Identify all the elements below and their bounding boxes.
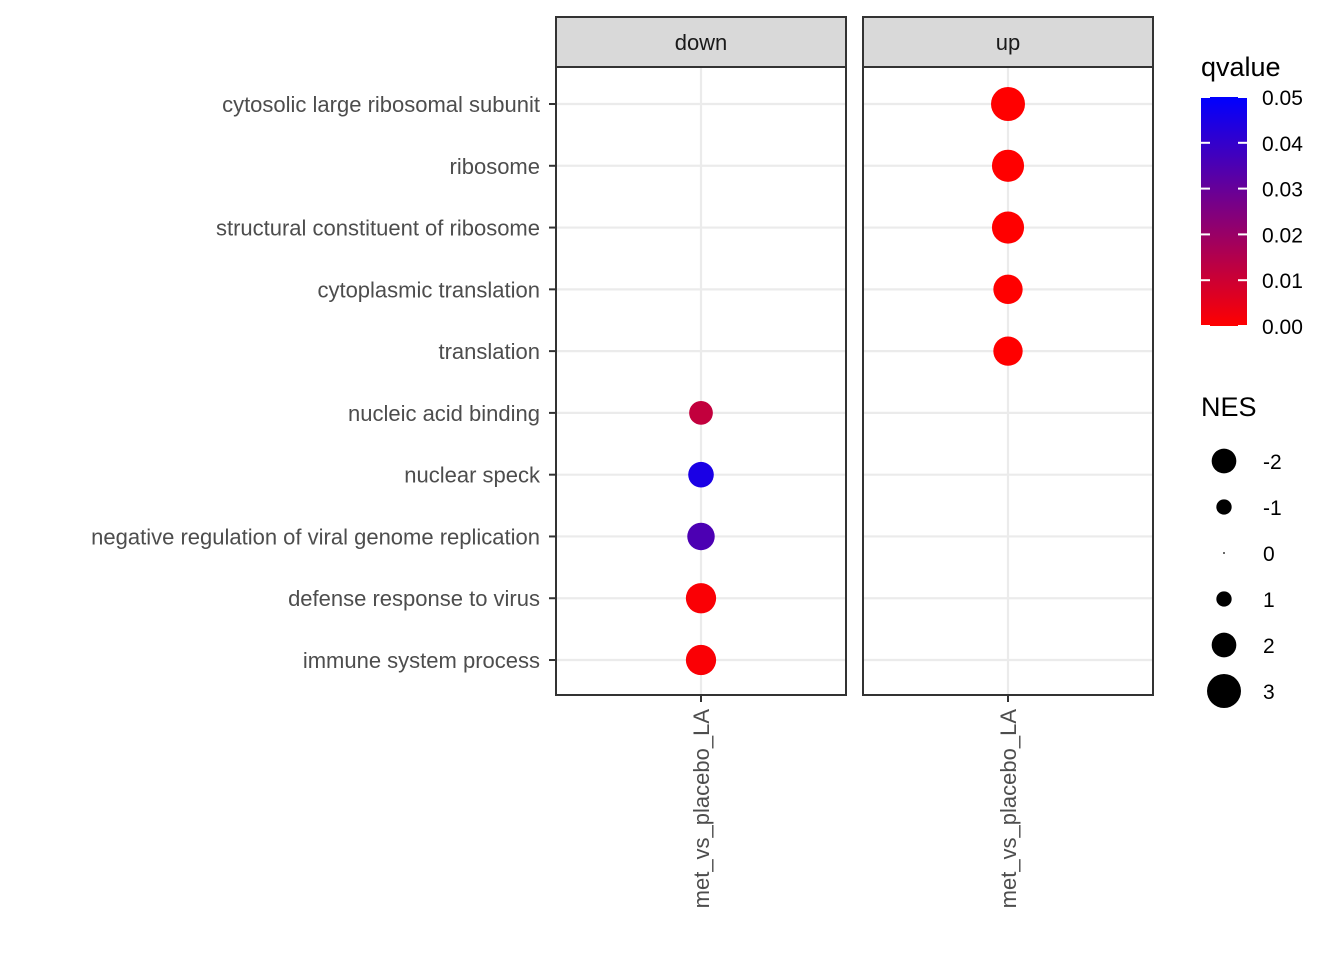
nes-legend-key — [1211, 448, 1237, 474]
nes-legend-label: -1 — [1263, 497, 1282, 520]
qvalue-colorbar — [1201, 97, 1247, 326]
point-up-structural-constituent-of-ribosome — [991, 211, 1025, 244]
nes-legend-key — [1211, 632, 1237, 658]
y-tick-label-cytosolic-large-ribosomal-subunit: cytosolic large ribosomal subunit — [222, 92, 540, 117]
nes-legend-label: 2 — [1263, 635, 1275, 658]
x-tick-label-down: met_vs_placebo_LA — [689, 709, 714, 909]
y-tick-label-translation: translation — [438, 339, 540, 364]
point-up-cytoplasmic-translation — [993, 274, 1023, 305]
nes-legend-label: 1 — [1263, 589, 1275, 612]
y-tick-label-immune-system-process: immune system process — [303, 648, 540, 673]
data-points — [685, 87, 1025, 676]
nes-legend: NES -2 -1 0 1 2 3 — [1201, 392, 1282, 708]
y-tick-label-negative-regulation-of-viral-genome-replication: negative regulation of viral genome repl… — [91, 524, 540, 549]
nes-legend-label: -2 — [1263, 451, 1282, 474]
y-tick-label-nucleic-acid-binding: nucleic acid binding — [348, 401, 540, 426]
x-axis-tick-labels: met_vs_placebo_LA met_vs_placebo_LA — [689, 709, 1021, 909]
nes-legend-label: 3 — [1263, 681, 1275, 704]
point-down-immune-system-process — [685, 644, 717, 676]
facet-strip-down — [555, 16, 847, 68]
nes-legend-key — [1223, 552, 1225, 554]
point-down-negative-regulation-of-viral-genome-replication — [687, 522, 715, 551]
nes-legend-key — [1216, 591, 1232, 607]
nes-legend-title: NES — [1201, 392, 1257, 422]
x-tick-label-up: met_vs_placebo_LA — [996, 709, 1021, 909]
point-up-cytosolic-large-ribosomal-subunit — [991, 87, 1025, 121]
y-tick-label-nuclear-speck: nuclear speck — [404, 463, 541, 488]
qvalue-legend: qvalue 0.05 0.04 0.03 0.02 0.01 0.00 — [1201, 52, 1303, 339]
qvalue-tick-label: 0.03 — [1262, 179, 1303, 202]
y-tick-label-ribosome: ribosome — [450, 154, 540, 179]
qvalue-tick-label: 0.05 — [1262, 87, 1303, 110]
qvalue-tick-label: 0.00 — [1262, 316, 1303, 339]
nes-legend-label: 0 — [1263, 543, 1275, 566]
y-axis-tick-labels: cytosolic large ribosomal subunit ribosom… — [91, 92, 541, 673]
qvalue-tick-label: 0.02 — [1262, 224, 1303, 247]
qvalue-tick-label: 0.04 — [1262, 133, 1303, 156]
y-tick-label-cytoplasmic-translation: cytoplasmic translation — [317, 277, 540, 302]
y-tick-label-defense-response-to-virus: defense response to virus — [288, 586, 540, 611]
facet-panels: down up — [549, 16, 1154, 702]
qvalue-legend-title: qvalue — [1201, 52, 1281, 82]
facet-strip-label-down: down — [675, 30, 728, 55]
facet-strip-label-up: up — [996, 30, 1020, 55]
point-up-ribosome — [991, 149, 1025, 182]
nes-legend-key — [1216, 499, 1232, 515]
nes-legend-key — [1207, 674, 1241, 708]
point-down-nuclear-speck — [688, 461, 714, 488]
point-down-defense-response-to-virus — [685, 583, 717, 614]
point-down-nucleic-acid-binding — [689, 401, 713, 425]
y-tick-label-structural-constituent-of-ribosome: structural constituent of ribosome — [216, 216, 540, 241]
point-up-translation — [993, 336, 1023, 366]
qvalue-tick-label: 0.01 — [1262, 270, 1303, 293]
